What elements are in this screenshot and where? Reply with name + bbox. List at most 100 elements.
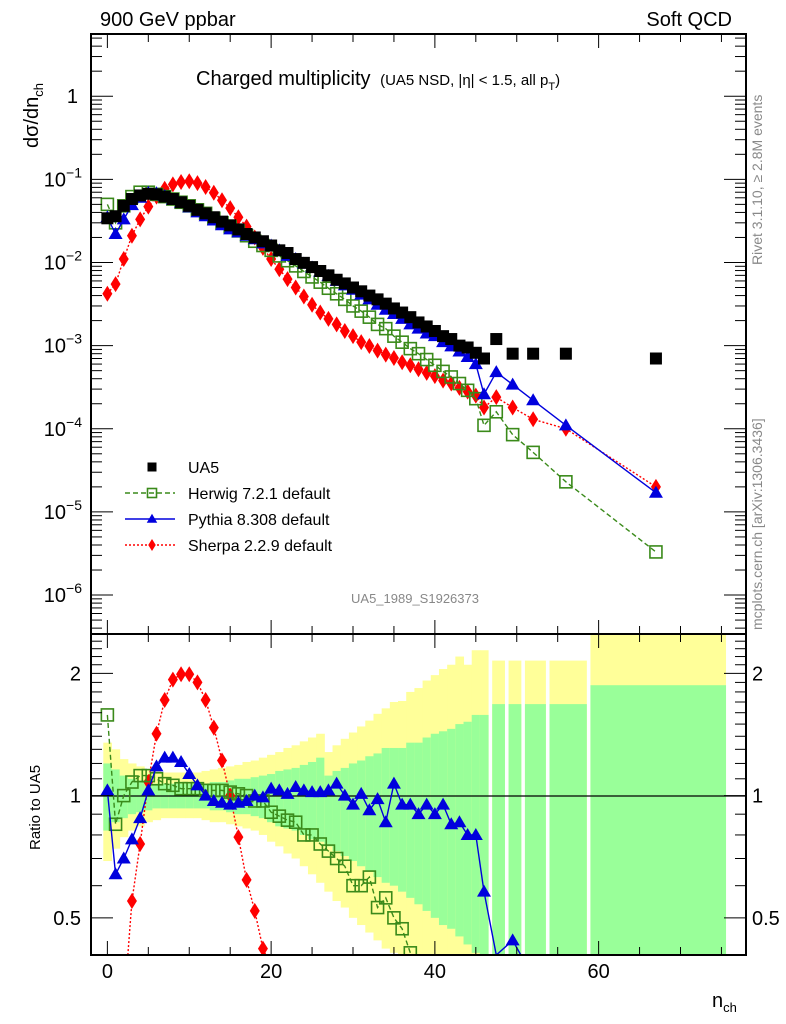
ratio-band-inner bbox=[549, 704, 587, 955]
ratio-point-pythia bbox=[247, 788, 262, 801]
ratio-point-herwig bbox=[174, 781, 188, 796]
main-point-sherpa bbox=[200, 178, 211, 195]
ratio-band-inner bbox=[316, 757, 325, 842]
main-line-pythia bbox=[106, 192, 657, 494]
ratio-point-pythia bbox=[280, 786, 295, 799]
ratio-point-herwig bbox=[378, 891, 393, 905]
ratio-frame bbox=[90, 633, 747, 956]
ratio-band-inner bbox=[283, 769, 293, 829]
legend-label-data: UA5 bbox=[188, 460, 219, 477]
main-point-sherpa bbox=[323, 310, 334, 327]
main-point-pythia bbox=[648, 485, 663, 498]
main-y-tick-label: 1 bbox=[67, 86, 78, 108]
main-point-sherpa bbox=[380, 346, 391, 363]
ratio-point-herwig bbox=[395, 921, 409, 936]
main-point-data bbox=[506, 347, 519, 360]
plot-title-main: Charged multiplicity bbox=[196, 68, 371, 90]
main-point-sherpa bbox=[315, 304, 326, 321]
ratio-band-inner bbox=[324, 775, 334, 847]
ratio-point-pythia bbox=[239, 793, 254, 806]
ratio-point-pythia bbox=[108, 867, 123, 880]
ratio-band-inner bbox=[275, 770, 284, 827]
main-point-herwig bbox=[346, 299, 360, 313]
main-point-sherpa bbox=[397, 354, 408, 371]
main-point-data bbox=[559, 347, 572, 360]
ratio-series-sherpa bbox=[126, 666, 268, 955]
ratio-band-inner bbox=[340, 767, 350, 856]
ratio-band-inner bbox=[430, 733, 440, 918]
main-point-sherpa bbox=[126, 227, 137, 244]
ratio-point-herwig bbox=[313, 837, 328, 851]
ratio-point-sherpa bbox=[217, 752, 227, 769]
ratio-point-herwig bbox=[403, 946, 418, 955]
ratio-point-herwig bbox=[166, 778, 180, 793]
main-point-sherpa bbox=[348, 328, 358, 345]
ratio-point-pythia bbox=[419, 797, 434, 810]
ratio-y-tick-label-left: 1 bbox=[70, 786, 81, 808]
ratio-x-tick-label: 60 bbox=[588, 961, 610, 983]
ratio-y-tick-label-right: 2 bbox=[752, 663, 763, 685]
ratio-band-inner bbox=[291, 767, 301, 831]
ratio-band-inner bbox=[307, 761, 317, 840]
main-point-sherpa bbox=[217, 192, 227, 209]
main-point-sherpa bbox=[192, 175, 203, 192]
ratio-point-pythia bbox=[378, 815, 393, 828]
ratio-band-inner bbox=[299, 764, 309, 835]
main-y-tick-label: 10−6 bbox=[44, 580, 82, 607]
main-point-sherpa bbox=[282, 271, 293, 288]
ratio-y-tick-label-left: 2 bbox=[70, 663, 81, 685]
main-point-pythia bbox=[558, 418, 573, 431]
main-point-herwig bbox=[460, 383, 475, 398]
main-point-sherpa bbox=[491, 389, 502, 406]
ratio-point-herwig bbox=[321, 844, 336, 858]
ratio-y-tick-label-left: 0.5 bbox=[53, 908, 81, 930]
ratio-point-pythia bbox=[386, 776, 401, 789]
legend-label-sherpa: Sherpa 2.2.9 default bbox=[188, 538, 333, 555]
analysis-watermark: UA5_1989_S1926373 bbox=[351, 591, 479, 606]
ratio-point-pythia bbox=[264, 781, 279, 794]
ratio-point-herwig bbox=[297, 828, 311, 842]
ratio-point-pythia bbox=[190, 778, 205, 791]
ratio-point-sherpa bbox=[126, 893, 137, 910]
main-point-herwig bbox=[370, 317, 385, 332]
ratio-band-inner bbox=[524, 704, 546, 955]
ratio-point-sherpa bbox=[241, 871, 252, 888]
main-point-sherpa bbox=[372, 342, 383, 359]
ratio-point-pythia bbox=[165, 750, 180, 763]
main-point-sherpa bbox=[290, 279, 301, 296]
main-point-sherpa bbox=[339, 322, 350, 339]
ratio-point-herwig bbox=[280, 813, 295, 827]
ratio-point-herwig bbox=[272, 809, 287, 823]
ratio-point-pythia bbox=[452, 815, 467, 828]
ratio-point-herwig bbox=[288, 815, 303, 829]
ratio-point-pythia bbox=[362, 803, 377, 816]
ratio-point-pythia bbox=[468, 827, 483, 840]
ratio-band-inner bbox=[398, 747, 407, 892]
ratio-band-inner bbox=[479, 714, 489, 955]
main-point-pythia bbox=[460, 349, 475, 362]
ratio-band-inner bbox=[373, 753, 383, 878]
xlabel-sub: ch bbox=[723, 1000, 737, 1015]
plot-subtitle-end: ) bbox=[555, 72, 560, 89]
main-series-pythia bbox=[100, 185, 663, 498]
ratio-panel: 0 20 40 60 2 2 1 1 0.5 0.5 Ratio to UA5 nch bbox=[27, 633, 780, 1015]
ratio-point-herwig bbox=[100, 708, 115, 722]
ratio-band-inner bbox=[381, 747, 391, 883]
main-point-sherpa bbox=[176, 173, 187, 190]
plot-subtitle-sub: T bbox=[548, 81, 555, 93]
ratio-point-herwig bbox=[329, 851, 344, 866]
main-point-sherpa bbox=[364, 337, 375, 354]
ratio-point-pythia bbox=[505, 933, 520, 946]
ratio-point-pythia bbox=[436, 797, 451, 810]
ratio-point-pythia bbox=[149, 759, 164, 772]
main-axis-ticks: 1 10−1 10−2 10−3 10−4 10−5 10−6 bbox=[44, 34, 746, 634]
main-point-data bbox=[490, 333, 503, 346]
ratio-point-herwig bbox=[264, 805, 278, 820]
ratio-point-pythia bbox=[477, 884, 491, 897]
ratio-point-sherpa bbox=[200, 691, 211, 708]
ratio-point-pythia bbox=[206, 793, 221, 806]
ratio-band-inner bbox=[422, 737, 432, 911]
ratio-point-herwig bbox=[346, 878, 360, 893]
ratio-band-inner bbox=[332, 770, 342, 852]
ratio-point-pythia bbox=[215, 795, 229, 808]
